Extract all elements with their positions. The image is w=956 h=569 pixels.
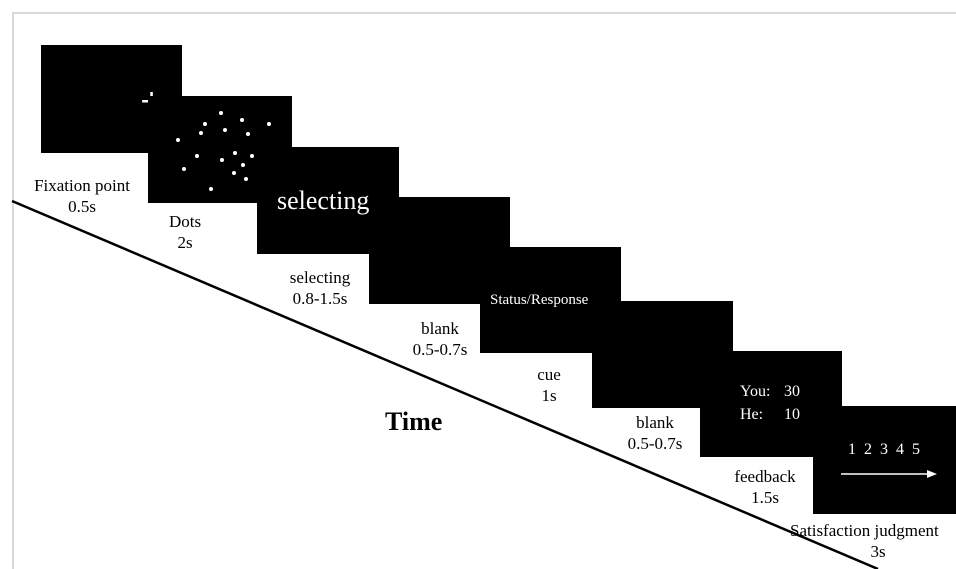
screen-satisfaction: 1 2 3 4 5 xyxy=(813,406,956,514)
dot xyxy=(223,128,227,132)
label-satisfaction: Satisfaction judgment 3s xyxy=(788,520,956,562)
label-blank-2: blank 0.5-0.7s xyxy=(615,412,695,454)
dot xyxy=(203,122,207,126)
step-name: blank xyxy=(636,413,674,432)
step-duration: 0.5-0.7s xyxy=(412,340,468,359)
scale-arrow-icon xyxy=(841,470,937,478)
step-name: Fixation point xyxy=(34,176,130,195)
dot xyxy=(199,131,203,135)
dot xyxy=(267,122,271,126)
step-duration: 0.8-1.5s xyxy=(292,289,348,308)
label-cue: cue 1s xyxy=(524,364,574,406)
step-duration: 2s xyxy=(177,233,193,252)
label-fixation: Fixation point 0.5s xyxy=(22,175,142,217)
time-axis-label: Time xyxy=(385,407,443,436)
step-name: feedback xyxy=(734,467,796,486)
label-blank-1: blank 0.5-0.7s xyxy=(400,318,480,360)
frame-border-left xyxy=(12,12,14,569)
satisfaction-scale-numbers: 1 2 3 4 5 xyxy=(848,441,922,458)
step-name: cue xyxy=(537,365,561,384)
dot xyxy=(176,138,180,142)
feedback-you-label: You: xyxy=(740,383,771,400)
dot xyxy=(241,163,245,167)
label-selecting: selecting 0.8-1.5s xyxy=(275,267,365,309)
timeline-line xyxy=(11,199,879,569)
feedback-he-score: 10 xyxy=(784,406,800,423)
step-duration: 0.5s xyxy=(68,197,96,216)
step-name: blank xyxy=(421,319,459,338)
dot xyxy=(219,111,223,115)
step-name: Dots xyxy=(168,212,202,231)
step-duration: 1.5s xyxy=(751,488,779,507)
screen-feedback: You: 30 He: 10 xyxy=(700,351,842,457)
dot xyxy=(250,154,254,158)
dot xyxy=(246,132,250,136)
frame-border-top xyxy=(12,12,956,14)
dot xyxy=(232,171,236,175)
step-duration: 0.5-0.7s xyxy=(627,434,683,453)
step-name: Satisfaction judgment xyxy=(790,521,939,540)
dot xyxy=(220,158,224,162)
dot xyxy=(182,167,186,171)
dot xyxy=(244,177,248,181)
dot xyxy=(233,151,237,155)
step-name: selecting xyxy=(289,268,351,287)
feedback-you-score: 30 xyxy=(784,383,800,400)
dot xyxy=(240,118,244,122)
cue-text: Status/Response xyxy=(490,292,589,308)
dot xyxy=(195,154,199,158)
step-duration: 3s xyxy=(870,542,886,561)
feedback-he-label: He: xyxy=(740,406,764,423)
selecting-text: selecting xyxy=(277,186,370,215)
step-duration: 1s xyxy=(541,386,557,405)
dot xyxy=(209,187,213,191)
label-feedback: feedback 1.5s xyxy=(720,466,810,508)
label-dots: Dots 2s xyxy=(160,211,210,253)
